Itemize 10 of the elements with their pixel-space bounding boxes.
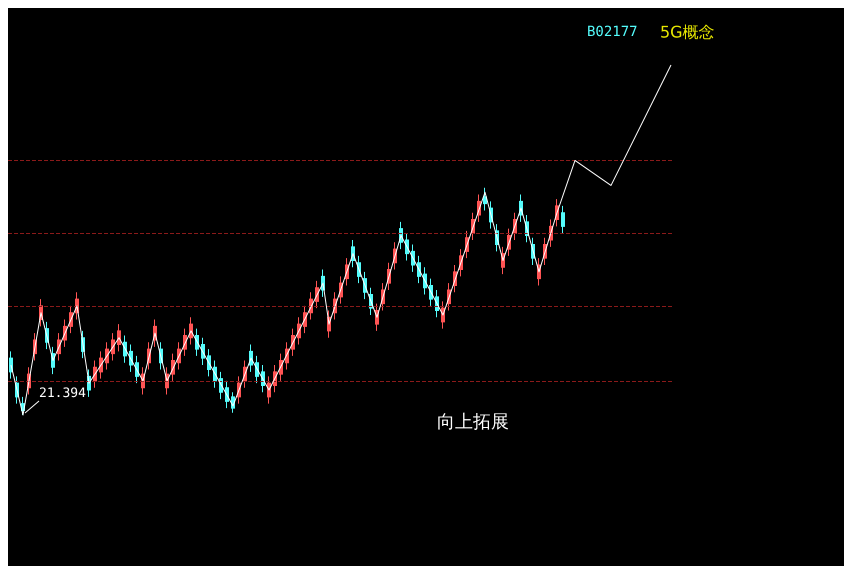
candlestick — [483, 187, 487, 211]
chart-subtitle: 5G概念 — [660, 22, 715, 42]
candlestick — [117, 324, 121, 352]
candlestick — [93, 360, 97, 388]
annotation: 21.394 — [39, 386, 86, 401]
annotation: 向上拓展 — [437, 412, 509, 432]
candlestick — [111, 332, 115, 361]
chart-title: B02177 — [587, 24, 638, 40]
candlestick — [561, 205, 565, 234]
candlestick — [105, 342, 109, 370]
